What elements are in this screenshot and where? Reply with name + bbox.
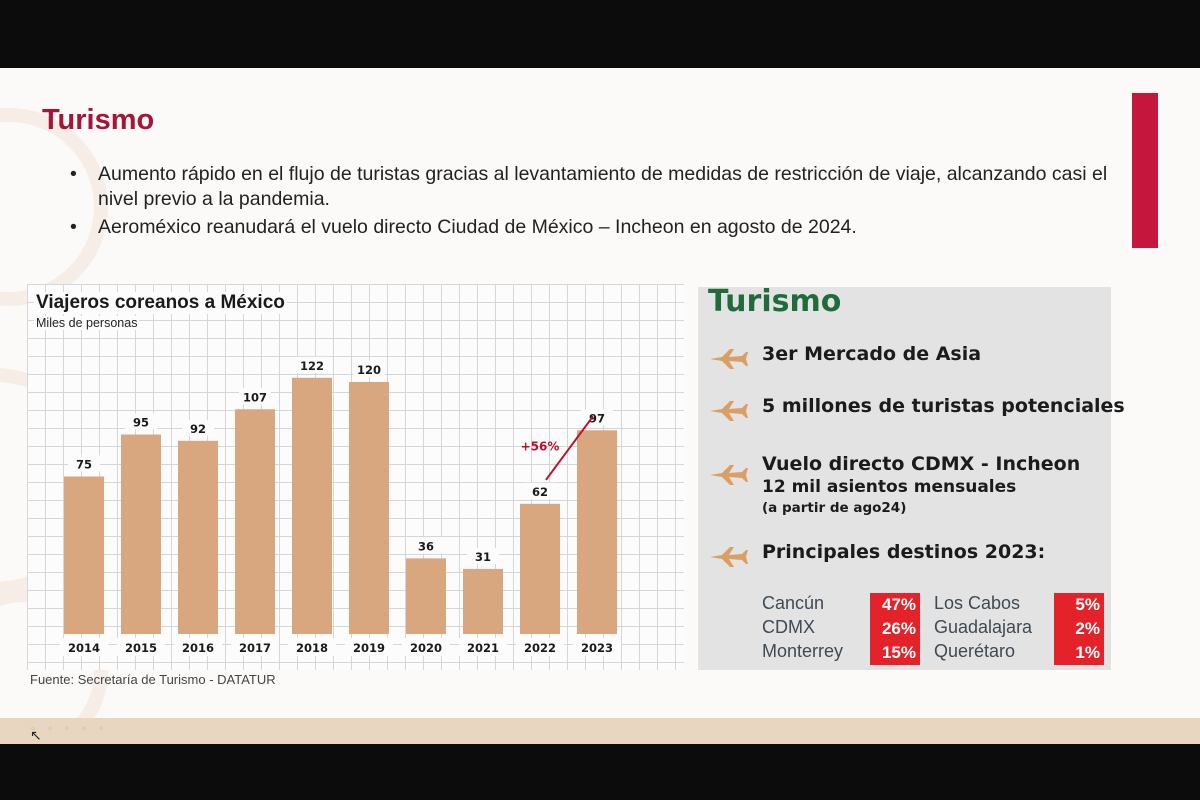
x-tick-label: 2020 [410, 641, 442, 655]
x-tick-label: 2023 [581, 641, 613, 655]
info-item-market: 3er Mercado de Asia [708, 342, 981, 370]
x-tick-label: 2021 [467, 641, 499, 655]
destination-percent: 1% [1054, 641, 1104, 665]
value-label: 95 [133, 416, 149, 430]
footer-ornament: ◦ ◦ ◦ ◦ ◦ [30, 724, 109, 735]
destination-name: Monterrey [762, 641, 844, 661]
value-label: 75 [76, 458, 92, 472]
x-tick-label-bg [117, 638, 165, 656]
x-tick-label: 2014 [68, 641, 100, 655]
growth-annotation: +56% [521, 439, 560, 453]
bar [64, 476, 104, 634]
x-tick-label: 2022 [524, 641, 556, 655]
value-label: 97 [589, 411, 605, 425]
x-tick-label-bg [231, 638, 279, 656]
info-item-label: Vuelo directo CDMX - Incheon [762, 453, 1081, 475]
bullet-list: Aumento rápido en el flujo de turistas g… [70, 162, 1110, 243]
bar [463, 568, 503, 634]
value-label: 31 [475, 550, 491, 564]
mouse-cursor-icon: ↖ [30, 728, 42, 744]
bar [349, 382, 389, 634]
x-tick-label-bg [345, 638, 393, 656]
bar [406, 558, 446, 634]
value-label: 36 [418, 539, 434, 553]
info-item-sublabel: 12 mil asientos mensuales [762, 477, 1017, 497]
bar [235, 409, 275, 634]
info-item-destinations: Principales destinos 2023: [708, 540, 1045, 568]
value-label-bg [239, 388, 271, 405]
destination-name: Querétaro [934, 641, 1016, 661]
destination-percent: 15% [870, 641, 920, 665]
x-tick-label-bg [573, 638, 621, 656]
info-item-label: 5 millones de turistas potenciales [762, 395, 1125, 417]
airplane-icon [710, 547, 748, 567]
destination-percent: 2% [1054, 617, 1104, 641]
value-label-bg [296, 356, 328, 373]
destination-name: Guadalajara [934, 617, 1033, 637]
chart-source: Fuente: Secretaría de Turismo - DATATUR [30, 672, 276, 687]
x-tick-label: 2019 [353, 641, 385, 655]
destination-percent: 5% [1054, 593, 1104, 617]
slide-title: Turismo [42, 104, 155, 136]
x-tick-label-bg [516, 638, 564, 656]
x-tick-label-bg [402, 638, 450, 656]
info-item-potential: 5 millones de turistas potenciales [708, 394, 1125, 422]
x-tick-label: 2017 [239, 641, 271, 655]
value-label-bg [410, 537, 442, 554]
value-label-bg [467, 547, 499, 564]
destination-percent: 26% [870, 617, 920, 641]
chart-title: Viajeros coreanos a México [34, 292, 287, 314]
value-label-bg [524, 482, 556, 499]
value-label: 122 [300, 359, 324, 373]
info-title: Turismo [708, 284, 842, 319]
x-tick-label: 2015 [125, 641, 157, 655]
airplane-icon [710, 401, 748, 421]
value-label: 62 [532, 485, 548, 499]
value-label-bg [182, 419, 214, 436]
value-label: 92 [190, 422, 206, 436]
growth-arrow [545, 415, 594, 481]
destination-name: Cancún [762, 593, 825, 613]
x-tick-label-bg [288, 638, 336, 656]
destination-name: CDMX [762, 617, 815, 637]
accent-bar [1132, 93, 1158, 248]
x-tick-label: 2016 [182, 641, 214, 655]
info-item-flight: Vuelo directo CDMX - Incheon 12 mil asie… [708, 452, 1080, 518]
info-item-label: Principales destinos 2023: [762, 541, 1046, 563]
airplane-icon [710, 465, 748, 485]
x-tick-label-bg [459, 638, 507, 656]
destination-name: Los Cabos [934, 593, 1021, 613]
value-label-bg [125, 413, 157, 430]
bar [292, 377, 332, 634]
bullet-item: Aeroméxico reanudará el vuelo directo Ci… [70, 215, 1110, 240]
footer-band [0, 718, 1200, 744]
bar-chart: 75 2014 95 2015 92 2016 107 2017 122 2018 120 2019 3… [60, 356, 621, 656]
info-item-note: (a partir de ago24) [762, 500, 907, 516]
x-tick-label-bg [60, 638, 108, 656]
bar [121, 434, 161, 634]
destination-percent: 47% [870, 593, 920, 617]
airplane-icon [710, 349, 748, 369]
x-tick-label-bg [174, 638, 222, 656]
bullet-item: Aumento rápido en el flujo de turistas g… [70, 162, 1110, 212]
bar [577, 430, 617, 634]
value-label: 120 [357, 363, 381, 377]
value-label: 107 [243, 390, 267, 404]
value-label-bg [353, 361, 385, 377]
info-item-label: 3er Mercado de Asia [762, 343, 982, 365]
chart-subtitle: Miles de personas [34, 316, 140, 330]
bar [178, 440, 218, 634]
x-tick-label: 2018 [296, 641, 328, 655]
value-label-bg [68, 455, 100, 472]
bar [520, 503, 560, 634]
